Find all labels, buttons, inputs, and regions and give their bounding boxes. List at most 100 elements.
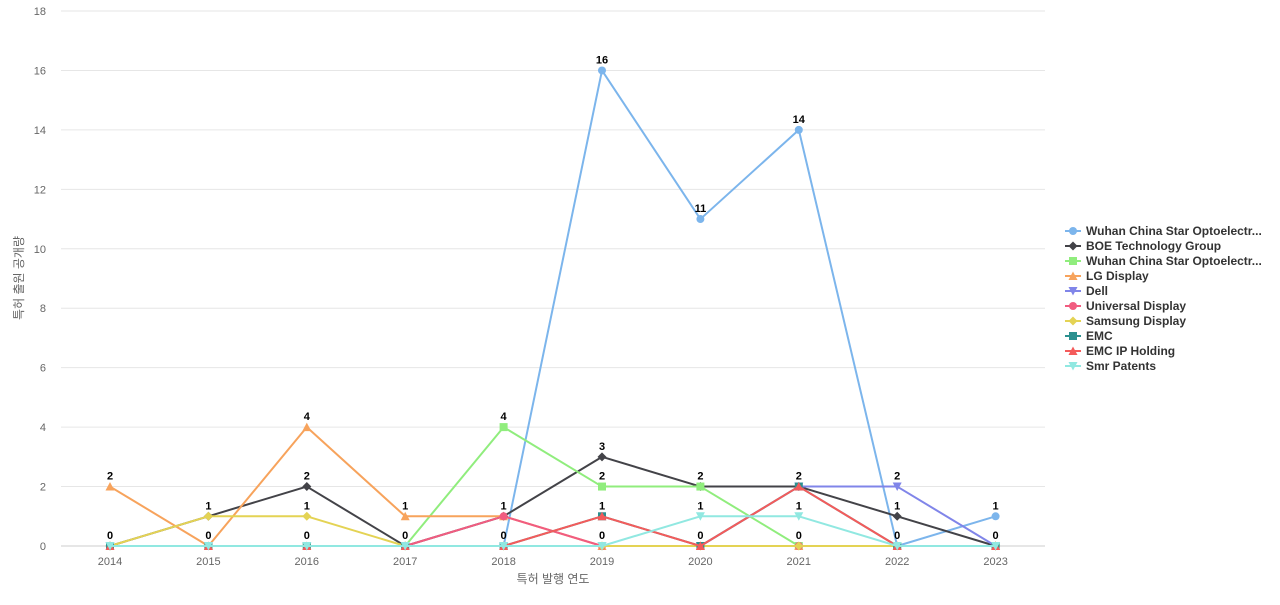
- legend-marker[interactable]: [1068, 271, 1078, 281]
- legend-label: Samsung Display: [1086, 314, 1186, 328]
- y-tick-label: 18: [34, 6, 46, 18]
- data-label: 2: [304, 471, 310, 483]
- legend-marker[interactable]: [1068, 346, 1078, 356]
- legend-item[interactable]: EMC: [1065, 329, 1113, 343]
- data-label: 2: [599, 471, 605, 483]
- data-point[interactable]: [203, 542, 213, 551]
- data-point[interactable]: [991, 512, 1000, 521]
- legend-marker[interactable]: [1068, 241, 1078, 251]
- x-tick-label: 2016: [295, 556, 319, 568]
- data-label: 2: [894, 471, 900, 483]
- data-point[interactable]: [302, 422, 312, 432]
- legend-item[interactable]: Samsung Display: [1065, 314, 1186, 328]
- data-label: 0: [402, 530, 408, 542]
- x-tick-label: 2018: [491, 556, 515, 568]
- legend-marker[interactable]: [1069, 302, 1077, 310]
- legend-item[interactable]: BOE Technology Group: [1065, 239, 1221, 253]
- x-tick-label: 2020: [688, 556, 712, 568]
- data-label: 2: [697, 471, 703, 483]
- data-label: 14: [793, 114, 806, 126]
- data-point[interactable]: [695, 541, 705, 551]
- data-point[interactable]: [991, 542, 1001, 551]
- legend-item[interactable]: Smr Patents: [1065, 359, 1156, 373]
- data-point[interactable]: [400, 511, 410, 521]
- data-label: 1: [993, 500, 999, 512]
- data-label: 0: [894, 530, 900, 542]
- data-point[interactable]: [794, 482, 804, 491]
- legend-item[interactable]: Wuhan China Star Optoelectr...: [1065, 254, 1262, 268]
- legend-item[interactable]: Dell: [1065, 284, 1108, 298]
- y-axis-title: 특허 출원 공개량: [12, 236, 26, 320]
- legend-marker[interactable]: [1069, 227, 1077, 235]
- legend-label: LG Display: [1086, 269, 1149, 283]
- data-label: 1: [402, 500, 408, 512]
- data-label: 0: [501, 530, 507, 542]
- data-point[interactable]: [302, 542, 312, 551]
- data-point[interactable]: [892, 482, 902, 492]
- series-line[interactable]: [109, 455, 996, 547]
- x-axis-ticks: 2014 2015 2016 2017 2018 2019 2020 2021 2022 2023: [98, 556, 1008, 568]
- data-label: 1: [501, 500, 507, 512]
- data-point[interactable]: [892, 542, 902, 551]
- data-point[interactable]: [598, 482, 606, 491]
- legend-label: Wuhan China Star Optoelectr...: [1086, 254, 1262, 268]
- data-point[interactable]: [105, 542, 115, 551]
- data-point[interactable]: [597, 511, 607, 521]
- x-tick-label: 2019: [590, 556, 614, 568]
- data-point[interactable]: [499, 542, 509, 551]
- y-tick-label: 2: [40, 482, 46, 494]
- data-point[interactable]: [892, 511, 902, 521]
- x-axis-title: 특허 발행 연도: [517, 571, 590, 586]
- data-point[interactable]: [499, 423, 508, 432]
- legend-marker[interactable]: [1068, 287, 1078, 296]
- data-point[interactable]: [794, 541, 804, 551]
- data-point[interactable]: [696, 215, 705, 224]
- data-label: 1: [304, 500, 310, 512]
- data-label: 11: [695, 203, 707, 215]
- data-label: 0: [304, 530, 310, 542]
- data-point[interactable]: [499, 512, 508, 521]
- legend-item[interactable]: LG Display: [1065, 269, 1149, 283]
- data-point[interactable]: [302, 511, 312, 521]
- data-label: 0: [599, 530, 605, 542]
- legend-marker[interactable]: [1069, 332, 1077, 340]
- legend-item[interactable]: Wuhan China Star Optoelectr...: [1065, 224, 1262, 238]
- data-point[interactable]: [794, 512, 804, 521]
- legend-marker[interactable]: [1068, 362, 1078, 371]
- data-point[interactable]: [400, 542, 410, 551]
- legend-item[interactable]: EMC IP Holding: [1065, 344, 1175, 358]
- data-label: 3: [599, 441, 605, 453]
- legend-marker[interactable]: [1069, 257, 1077, 265]
- y-tick-label: 14: [34, 125, 46, 137]
- data-label: 2: [796, 471, 802, 483]
- data-point[interactable]: [696, 482, 705, 491]
- data-point[interactable]: [794, 125, 803, 134]
- x-tick-label: 2015: [196, 556, 220, 568]
- data-point[interactable]: [598, 66, 606, 75]
- legend-marker[interactable]: [1068, 316, 1078, 326]
- y-tick-label: 10: [34, 244, 46, 256]
- series-line[interactable]: [110, 515, 996, 547]
- data-label: 1: [894, 500, 900, 512]
- data-point[interactable]: [203, 511, 213, 521]
- legend-label: Universal Display: [1086, 299, 1186, 313]
- grid-lines: [61, 10, 1045, 547]
- data-label: 0: [107, 530, 113, 542]
- x-tick-label: 2023: [983, 556, 1007, 568]
- data-label: 1: [697, 500, 703, 512]
- legend-item[interactable]: Universal Display: [1065, 299, 1186, 313]
- y-axis-ticks: 0 2 4 6 8 10 12 14 16 18: [34, 6, 46, 553]
- data-point[interactable]: [105, 482, 115, 491]
- data-point[interactable]: [695, 512, 705, 521]
- y-tick-label: 8: [40, 303, 46, 315]
- data-point[interactable]: [597, 452, 607, 462]
- legend-label: Smr Patents: [1086, 359, 1156, 373]
- legend-label: Wuhan China Star Optoelectr...: [1086, 224, 1262, 238]
- data-point[interactable]: [302, 482, 312, 492]
- data-label: 1: [796, 500, 802, 512]
- data-label: 1: [599, 500, 605, 512]
- legend-label: EMC: [1086, 329, 1113, 343]
- data-point[interactable]: [597, 542, 607, 551]
